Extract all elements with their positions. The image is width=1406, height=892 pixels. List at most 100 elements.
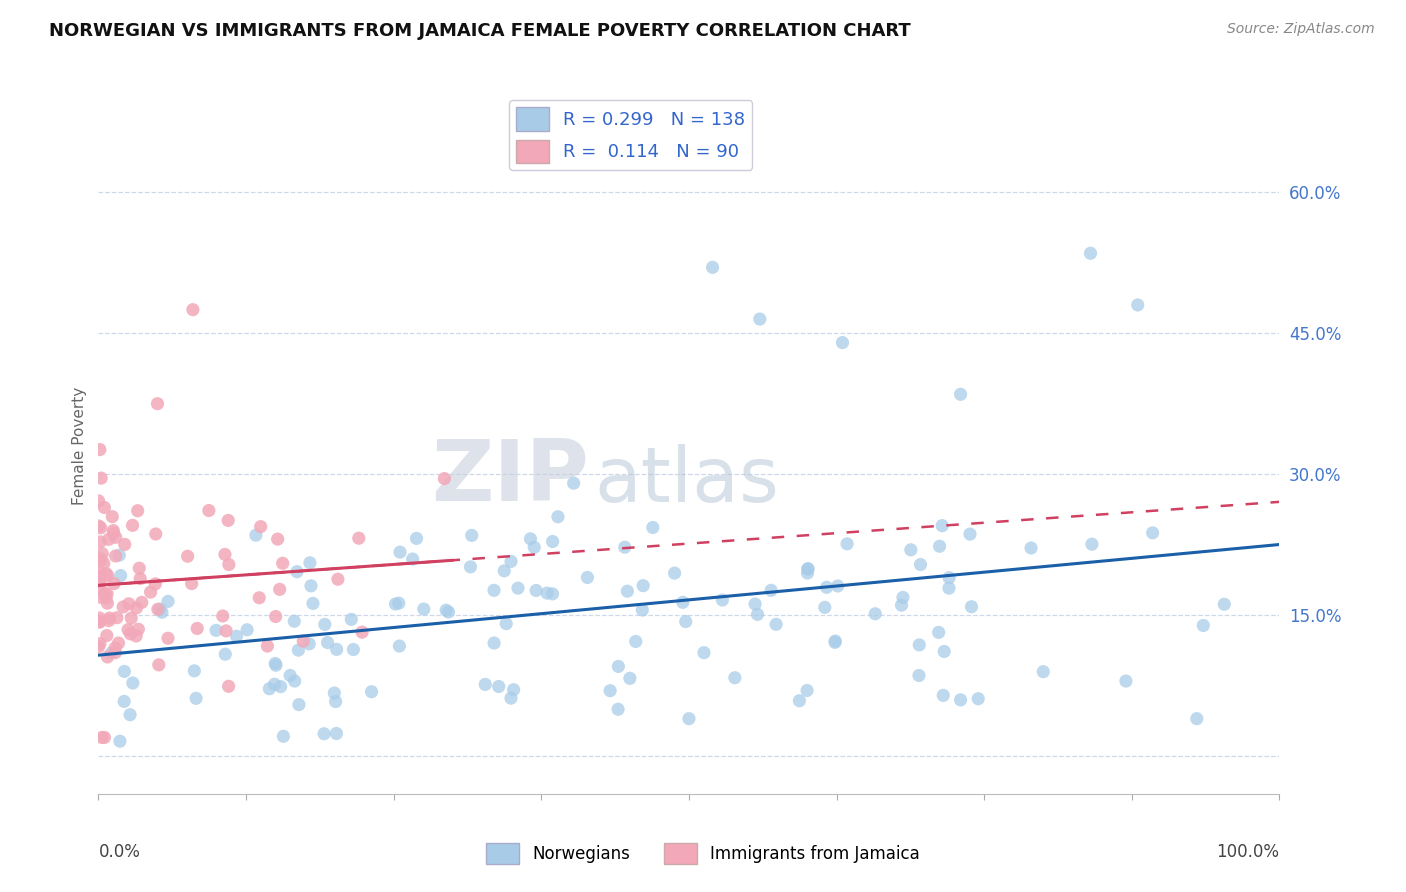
- Point: [198, 503, 221, 517]
- Point: [249, 519, 271, 533]
- Point: [236, 623, 259, 637]
- Point: [619, 671, 641, 685]
- Point: [1115, 674, 1137, 689]
- Text: atlas: atlas: [595, 444, 779, 517]
- Point: [125, 629, 148, 643]
- Point: [613, 540, 636, 554]
- Point: [91, 731, 114, 745]
- Point: [607, 659, 630, 673]
- Point: [104, 549, 127, 563]
- Point: [949, 387, 972, 401]
- Point: [87, 640, 110, 654]
- Point: [797, 562, 820, 576]
- Point: [891, 591, 914, 605]
- Point: [562, 476, 585, 491]
- Point: [214, 647, 236, 661]
- Point: [90, 552, 112, 566]
- Point: [388, 596, 411, 610]
- Point: [325, 694, 347, 708]
- Point: [245, 528, 267, 542]
- Point: [928, 539, 950, 553]
- Point: [863, 607, 886, 621]
- Point: [547, 509, 569, 524]
- Point: [748, 312, 770, 326]
- Point: [900, 542, 922, 557]
- Point: [347, 531, 370, 545]
- Point: [931, 518, 953, 533]
- Point: [824, 634, 846, 648]
- Text: NORWEGIAN VS IMMIGRANTS FROM JAMAICA FEMALE POVERTY CORRELATION CHART: NORWEGIAN VS IMMIGRANTS FROM JAMAICA FEM…: [49, 22, 911, 40]
- Point: [499, 691, 522, 706]
- Point: [285, 565, 308, 579]
- Point: [129, 572, 152, 586]
- Point: [1032, 665, 1054, 679]
- Point: [664, 566, 686, 581]
- Point: [1142, 525, 1164, 540]
- Point: [96, 596, 118, 610]
- Point: [93, 500, 115, 515]
- Point: [215, 624, 238, 638]
- Point: [266, 532, 288, 546]
- Point: [827, 579, 849, 593]
- Point: [263, 677, 285, 691]
- Legend: Norwegians, Immigrants from Jamaica: Norwegians, Immigrants from Jamaica: [479, 837, 927, 871]
- Point: [949, 693, 972, 707]
- Point: [264, 658, 287, 673]
- Point: [112, 665, 135, 679]
- Point: [156, 632, 179, 646]
- Point: [89, 637, 111, 651]
- Point: [87, 574, 110, 589]
- Point: [89, 569, 111, 583]
- Point: [264, 657, 287, 671]
- Point: [340, 612, 363, 626]
- Point: [225, 629, 247, 643]
- Point: [247, 591, 270, 605]
- Point: [796, 683, 818, 698]
- Point: [89, 591, 111, 605]
- Point: [908, 668, 931, 682]
- Point: [211, 609, 233, 624]
- Legend: R = 0.299   N = 138, R =  0.114   N = 90: R = 0.299 N = 138, R = 0.114 N = 90: [509, 100, 752, 170]
- Point: [631, 603, 654, 617]
- Point: [181, 302, 204, 317]
- Point: [150, 605, 173, 619]
- Point: [433, 472, 456, 486]
- Point: [599, 683, 621, 698]
- Point: [326, 572, 349, 586]
- Point: [89, 574, 111, 589]
- Point: [121, 676, 143, 690]
- Point: [271, 556, 294, 570]
- Point: [814, 600, 837, 615]
- Point: [672, 595, 695, 609]
- Point: [94, 587, 117, 601]
- Point: [675, 615, 697, 629]
- Point: [1213, 597, 1236, 611]
- Point: [815, 580, 838, 594]
- Point: [120, 627, 142, 641]
- Point: [711, 593, 734, 607]
- Point: [87, 551, 110, 566]
- Point: [938, 581, 960, 595]
- Point: [502, 682, 524, 697]
- Point: [101, 509, 124, 524]
- Point: [87, 569, 110, 583]
- Point: [323, 686, 346, 700]
- Point: [474, 677, 496, 691]
- Point: [835, 537, 858, 551]
- Point: [960, 599, 983, 614]
- Point: [270, 680, 292, 694]
- Point: [103, 576, 125, 591]
- Point: [284, 673, 307, 688]
- Point: [796, 566, 818, 580]
- Point: [910, 558, 932, 572]
- Point: [384, 597, 406, 611]
- Point: [264, 609, 287, 624]
- Point: [616, 584, 638, 599]
- Point: [87, 519, 110, 533]
- Point: [302, 596, 325, 610]
- Point: [495, 616, 517, 631]
- Point: [938, 571, 960, 585]
- Point: [702, 260, 724, 275]
- Point: [89, 565, 111, 579]
- Point: [932, 689, 955, 703]
